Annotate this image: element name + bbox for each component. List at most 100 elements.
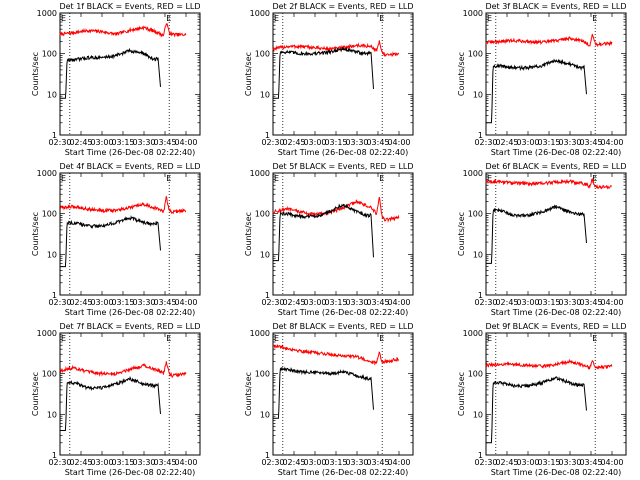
x-tick-label: 04:00: [387, 458, 410, 467]
panel-title: Det 6f BLACK = Events, RED = LLD: [485, 162, 626, 171]
y-tick-label: 1000: [37, 329, 57, 338]
panel-title: Det 7f BLACK = Events, RED = LLD: [59, 322, 200, 331]
panel-title: Det 9f BLACK = Events, RED = LLD: [485, 322, 626, 331]
plot-frame: [272, 332, 414, 456]
y-tick-label: 10: [47, 250, 57, 259]
lld-series-line: [59, 196, 187, 215]
x-tick-label: 03:30: [558, 298, 581, 307]
lld-series-line: [59, 361, 187, 379]
events-series-line: [60, 214, 161, 268]
x-tick-label: 04:00: [174, 298, 197, 307]
x-tick-label: 03:45: [153, 458, 176, 467]
x-tick-label: 03:30: [345, 138, 368, 147]
y-tick-label: 100: [468, 370, 483, 379]
y-tick-label: 100: [468, 210, 483, 219]
x-tick-label: 03:00: [516, 298, 539, 307]
x-tick-label: 04:00: [387, 138, 410, 147]
y-tick-label: 100: [255, 50, 270, 59]
x-tick-label: 02:45: [495, 298, 518, 307]
x-tick-label: 03:15: [111, 298, 134, 307]
detector-panel-3: Det 3f BLACK = Events, RED = LLD 1 10 100 10…: [457, 2, 627, 157]
x-tick-label: 04:00: [600, 298, 623, 307]
x-tick-label: 03:15: [324, 458, 347, 467]
y-tick-label: 100: [42, 210, 57, 219]
corner-label: E: [487, 174, 492, 183]
x-tick-label: 02:30: [474, 458, 497, 467]
corner-label: E: [61, 14, 66, 23]
detector-panel-8: Det 8f BLACK = Events, RED = LLD 1 10 100 10…: [244, 322, 414, 477]
x-tick-label: 04:00: [600, 138, 623, 147]
x-tick-label: 03:15: [324, 298, 347, 307]
x-tick-label: 02:45: [495, 458, 518, 467]
plot-frame: [59, 172, 201, 296]
y-tick-label: 1000: [463, 9, 483, 18]
x-axis-label: Start Time (26-Dec-08 02:22:40): [491, 468, 622, 477]
corner-label: E: [61, 334, 66, 343]
detector-panel-5: Det 5f BLACK = Events, RED = LLD 1 10 100 10…: [244, 162, 414, 317]
x-tick-label: 03:45: [153, 138, 176, 147]
x-tick-label: 04:00: [174, 458, 197, 467]
x-axis-label: Start Time (26-Dec-08 02:22:40): [278, 148, 409, 157]
panel-title: Det 1f BLACK = Events, RED = LLD: [59, 2, 200, 11]
x-tick-label: 03:30: [132, 458, 155, 467]
x-tick-label: 03:30: [345, 298, 368, 307]
y-axis-label: Counts/sec: [31, 212, 40, 256]
x-tick-label: 02:30: [474, 138, 497, 147]
lld-series-line: [272, 196, 400, 223]
y-axis-label: Counts/sec: [31, 52, 40, 96]
x-tick-label: 02:30: [261, 298, 284, 307]
detector-panel-1: Det 1f BLACK = Events, RED = LLD 1 10 100 10…: [31, 2, 201, 157]
x-axis-label: Start Time (26-Dec-08 02:22:40): [278, 468, 409, 477]
events-series-line: [273, 366, 374, 419]
y-tick-label: 10: [473, 250, 483, 259]
detector-panel-4: Det 4f BLACK = Events, RED = LLD 1 10 100 10…: [31, 162, 201, 317]
x-tick-label: 03:45: [366, 298, 389, 307]
x-tick-label: 02:45: [282, 298, 305, 307]
events-series-line: [60, 376, 161, 431]
x-tick-label: 03:15: [324, 138, 347, 147]
x-tick-label: 03:00: [90, 458, 113, 467]
y-tick-label: 10: [260, 410, 270, 419]
events-series-line: [486, 376, 587, 444]
y-tick-label: 1: [52, 131, 57, 140]
y-tick-label: 10: [473, 410, 483, 419]
y-tick-label: 1: [478, 451, 483, 460]
lld-series-line: [485, 33, 613, 48]
x-tick-label: 02:45: [282, 458, 305, 467]
y-axis-label: Counts/sec: [457, 212, 466, 256]
x-axis-label: Start Time (26-Dec-08 02:22:40): [491, 308, 622, 317]
panel-title: Det 5f BLACK = Events, RED = LLD: [272, 162, 413, 171]
plot-frame: [485, 12, 627, 136]
x-tick-label: 03:45: [366, 458, 389, 467]
plot-frame: [272, 12, 414, 136]
x-tick-label: 04:00: [600, 458, 623, 467]
y-tick-label: 1000: [37, 169, 57, 178]
x-tick-label: 02:30: [48, 138, 71, 147]
x-tick-label: 03:45: [366, 138, 389, 147]
y-tick-label: 10: [260, 90, 270, 99]
x-tick-label: 03:15: [537, 298, 560, 307]
events-series-line: [273, 45, 374, 99]
corner-label: E: [379, 174, 384, 183]
lld-series-line: [59, 22, 187, 38]
x-tick-label: 03:30: [132, 138, 155, 147]
x-tick-label: 03:45: [579, 298, 602, 307]
y-tick-label: 10: [260, 250, 270, 259]
y-tick-label: 1000: [250, 329, 270, 338]
corner-label: E: [592, 334, 597, 343]
y-tick-label: 100: [255, 370, 270, 379]
corner-label: E: [592, 174, 597, 183]
y-axis-label: Counts/sec: [244, 52, 253, 96]
corner-label: E: [274, 334, 279, 343]
x-tick-label: 03:00: [516, 458, 539, 467]
x-tick-label: 03:30: [132, 298, 155, 307]
y-tick-label: 1000: [37, 9, 57, 18]
plot-frame: [485, 172, 627, 296]
x-tick-label: 03:15: [111, 458, 134, 467]
plot-frame: [485, 332, 627, 456]
x-tick-label: 02:30: [48, 458, 71, 467]
x-tick-label: 02:30: [48, 298, 71, 307]
corner-label: E: [166, 174, 171, 183]
x-tick-label: 04:00: [387, 298, 410, 307]
lld-series-line: [272, 40, 400, 58]
